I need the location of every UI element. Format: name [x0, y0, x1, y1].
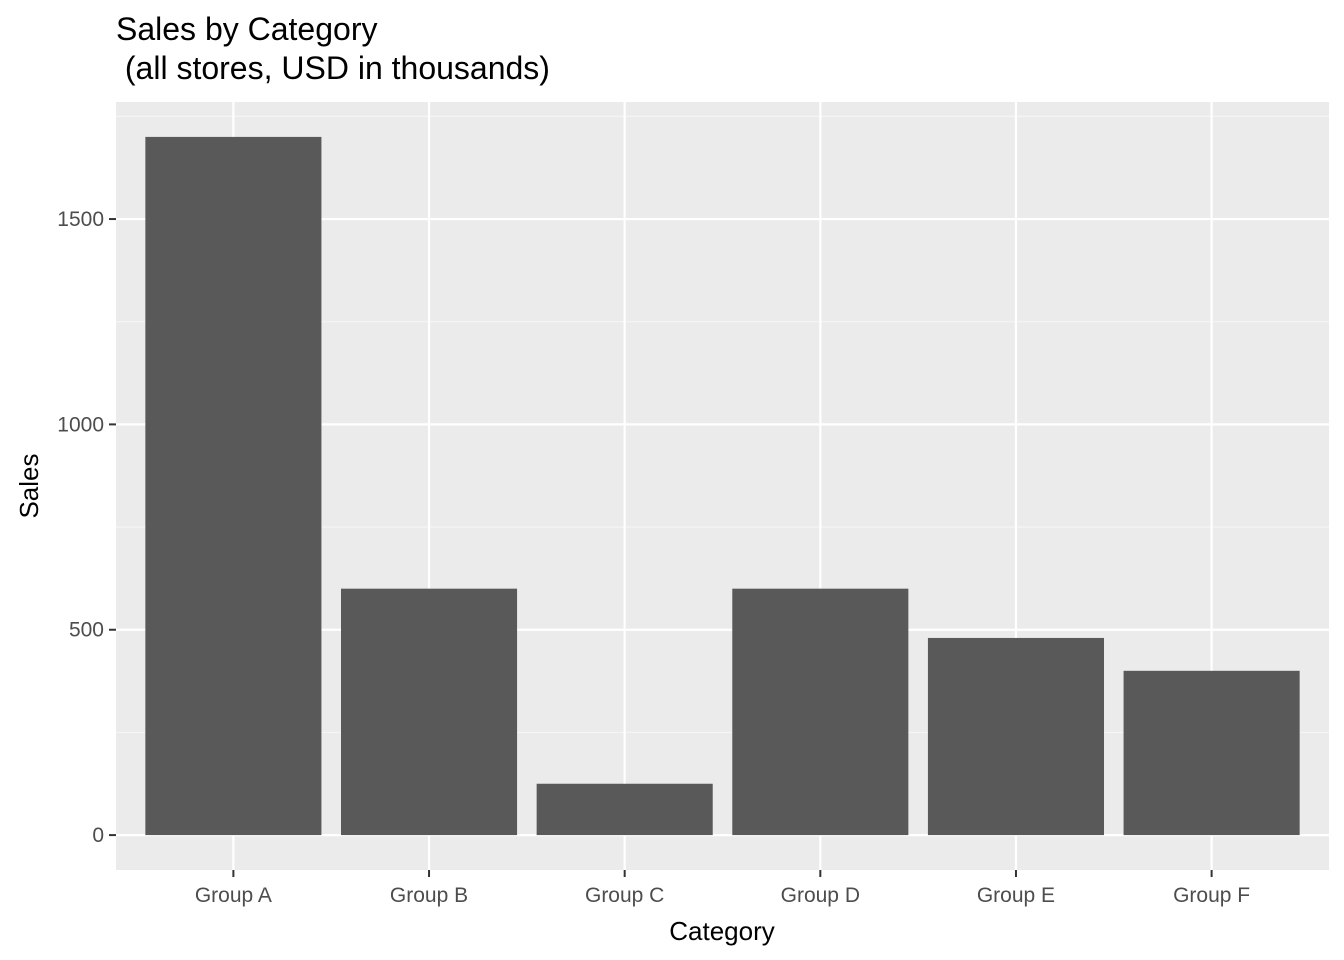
bar-group-f: [1123, 670, 1300, 836]
y-tick-label: 1000: [57, 413, 104, 436]
bar-group-b: [340, 588, 518, 836]
bars: [145, 136, 1300, 836]
x-axis-title: Category: [669, 916, 775, 946]
x-tick-label: Group C: [585, 884, 664, 907]
bar-group-d: [732, 588, 909, 836]
bar-group-e: [927, 637, 1105, 836]
x-tick-label: Group A: [195, 884, 272, 907]
x-tick-label: Group F: [1173, 884, 1250, 907]
y-axis-title: Sales: [14, 453, 44, 518]
bar-group-c: [536, 783, 713, 836]
x-axis: Group A Group B Group C Group D Group E Group…: [195, 870, 1250, 907]
x-tick-label: Group B: [390, 884, 468, 907]
y-tick-label: 500: [69, 619, 104, 642]
chart-title-line-1: Sales by Category: [116, 11, 377, 47]
bar-group-a: [145, 136, 322, 836]
x-tick-label: Group E: [977, 884, 1055, 907]
y-tick-label: 1500: [57, 208, 104, 231]
y-tick-label: 0: [92, 824, 104, 847]
chart-title-line-2: (all stores, USD in thousands): [116, 50, 550, 86]
x-tick-label: Group D: [781, 884, 860, 907]
y-axis: 0 500 1000 1500: [57, 208, 116, 847]
